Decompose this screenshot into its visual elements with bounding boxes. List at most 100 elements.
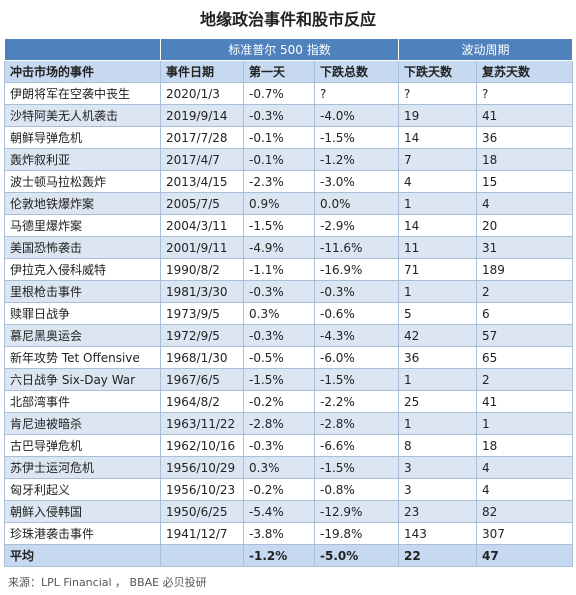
cell: 慕尼黑奥运会 <box>4 324 161 347</box>
cell: 沙特阿美无人机袭击 <box>4 104 161 127</box>
data-row: 北部湾事件 1964/8/2 -0.2% -2.2% 25 41 <box>4 390 574 413</box>
average-cell: -1.2% <box>243 544 315 567</box>
cell: 0.0% <box>314 192 399 215</box>
cell: 3 <box>398 456 477 479</box>
cell: 7 <box>398 148 477 171</box>
cell: ? <box>398 82 477 105</box>
data-row: 朝鲜入侵韩国 1950/6/25 -5.4% -12.9% 23 82 <box>4 500 574 523</box>
cell: 古巴导弹危机 <box>4 434 161 457</box>
cell: -0.6% <box>314 302 399 325</box>
title: 地缘政治事件和股市反应 <box>199 10 376 29</box>
cell: 3 <box>398 478 477 501</box>
cell: 18 <box>475 148 574 171</box>
data-row: 慕尼黑奥运会 1972/9/5 -0.3% -4.3% 42 57 <box>4 324 574 347</box>
data-row: 波士顿马拉松轰炸 2013/4/15 -2.3% -3.0% 4 15 <box>4 170 574 193</box>
data-row: 苏伊士运河危机 1956/10/29 0.3% -1.5% 3 4 <box>4 456 574 479</box>
data-row: 肯尼迪被暗杀 1963/11/22 -2.8% -2.8% 1 1 <box>4 412 574 435</box>
cell: 伊拉克入侵科威特 <box>4 258 161 281</box>
data-row: 伊拉克入侵科威特 1990/8/2 -1.1% -16.9% 71 189 <box>4 258 574 281</box>
cell: 美国恐怖袭击 <box>4 236 161 259</box>
data-row: 美国恐怖袭击 2001/9/11 -4.9% -11.6% 11 31 <box>4 236 574 259</box>
cell: 1967/6/5 <box>160 368 244 391</box>
cell: -11.6% <box>314 236 399 259</box>
cell: 65 <box>475 346 574 369</box>
column-header: 事件日期 <box>160 60 244 83</box>
cell: 1968/1/30 <box>160 346 244 369</box>
cell: 里根枪击事件 <box>4 280 161 303</box>
cell: -4.3% <box>314 324 399 347</box>
cell: 1941/12/7 <box>160 522 244 545</box>
data-row: 匈牙利起义 1956/10/23 -0.2% -0.8% 3 4 <box>4 478 574 501</box>
cell: 36 <box>398 346 477 369</box>
cell: 307 <box>475 522 574 545</box>
cell: -0.3% <box>243 434 315 457</box>
average-cell: 22 <box>398 544 477 567</box>
cell: 1981/3/30 <box>160 280 244 303</box>
cell: 2005/7/5 <box>160 192 244 215</box>
cell: 189 <box>475 258 574 281</box>
cell: 31 <box>475 236 574 259</box>
column-header: 第一天 <box>243 60 315 83</box>
cell: 肯尼迪被暗杀 <box>4 412 161 435</box>
cell: 伊朗将军在空袭中丧生 <box>4 82 161 105</box>
cell: 0.3% <box>243 456 315 479</box>
group-header: 标准普尔 500 指数 <box>160 38 399 61</box>
column-header: 冲击市场的事件 <box>4 60 161 83</box>
cell: 2019/9/14 <box>160 104 244 127</box>
cell: 1 <box>398 192 477 215</box>
average-cell: 47 <box>475 544 574 567</box>
cell: -2.8% <box>314 412 399 435</box>
cell: 143 <box>398 522 477 545</box>
cell: 2020/1/3 <box>160 82 244 105</box>
cell: 4 <box>475 456 574 479</box>
cell: 1950/6/25 <box>160 500 244 523</box>
cell: 1956/10/29 <box>160 456 244 479</box>
column-header: 下跌天数 <box>398 60 477 83</box>
cell: 马德里爆炸案 <box>4 214 161 237</box>
cell: -0.3% <box>243 104 315 127</box>
cell: 19 <box>398 104 477 127</box>
cell: 0.9% <box>243 192 315 215</box>
cell: 14 <box>398 126 477 149</box>
cell: -2.9% <box>314 214 399 237</box>
cell: -12.9% <box>314 500 399 523</box>
empty-cell <box>4 38 161 61</box>
cell: 1962/10/16 <box>160 434 244 457</box>
cell: 4 <box>475 192 574 215</box>
cell: -0.3% <box>314 280 399 303</box>
cell: -0.7% <box>243 82 315 105</box>
cell: 苏伊士运河危机 <box>4 456 161 479</box>
data-row: 伊朗将军在空袭中丧生 2020/1/3 -0.7%??? <box>4 82 574 105</box>
data-row: 珍珠港袭击事件 1941/12/7 -3.8% -19.8% 143 307 <box>4 522 574 545</box>
cell: 珍珠港袭击事件 <box>4 522 161 545</box>
cell: -19.8% <box>314 522 399 545</box>
cell: 1 <box>398 368 477 391</box>
cell: -2.8% <box>243 412 315 435</box>
cell: 1990/8/2 <box>160 258 244 281</box>
data-row: 伦敦地铁爆炸案 2005/7/5 0.9% 0.0% 1 4 <box>4 192 574 215</box>
cell: 1 <box>398 280 477 303</box>
cell: 8 <box>398 434 477 457</box>
average-row: 平均 -1.2% -5.0% 22 47 <box>4 544 574 567</box>
data-row: 赎罪日战争 1973/9/5 0.3% -0.6% 5 6 <box>4 302 574 325</box>
cell: 18 <box>475 434 574 457</box>
cell: ? <box>475 82 574 105</box>
cell: -3.8% <box>243 522 315 545</box>
cell: 2017/4/7 <box>160 148 244 171</box>
cell: -0.2% <box>243 478 315 501</box>
cell: -1.5% <box>243 368 315 391</box>
cell: -0.2% <box>243 390 315 413</box>
column-header: 复苏天数 <box>475 60 574 83</box>
group-row: 标准普尔 500 指数 波动周期 <box>4 38 574 61</box>
cell: 11 <box>398 236 477 259</box>
cell: 2017/7/28 <box>160 126 244 149</box>
average-cell: -5.0% <box>314 544 399 567</box>
cell: 波士顿马拉松轰炸 <box>4 170 161 193</box>
cell: 41 <box>475 104 574 127</box>
cell: 1 <box>398 412 477 435</box>
cell: 六日战争 Six-Day War <box>4 368 161 391</box>
table-body: 标准普尔 500 指数 波动周期 冲击市场的事件 事件日期 第一天 下跌总数 下跌天数复… <box>4 38 574 567</box>
cell: 23 <box>398 500 477 523</box>
cell: 14 <box>398 214 477 237</box>
